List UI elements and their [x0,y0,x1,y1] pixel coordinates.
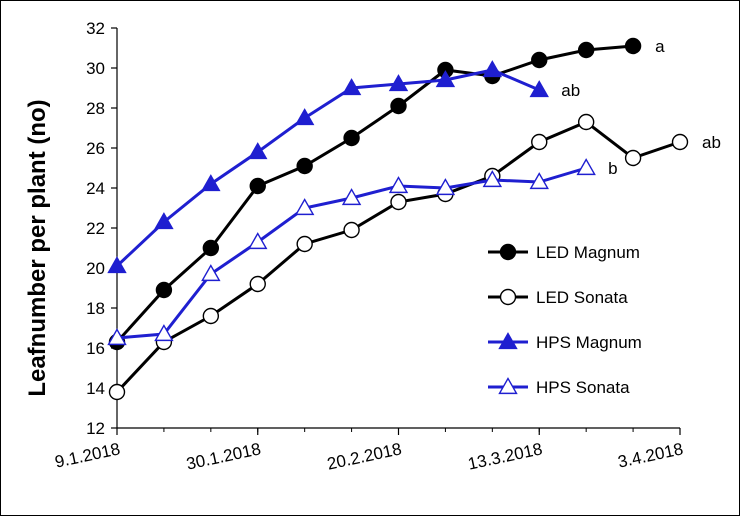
data-point [154,324,174,342]
data-point [435,70,456,88]
x-tick-label: 20.2.2018 [325,439,403,473]
series-layer [107,37,689,401]
data-point [531,51,548,69]
data-point [482,60,503,78]
data-point [294,108,315,126]
legend-entry: LED Sonata [488,288,628,307]
data-point [341,188,362,206]
data-point [388,176,409,194]
data-point [294,198,315,216]
legend-marker [498,332,518,350]
data-point [341,78,362,96]
legend-entry: HPS Magnum [488,332,642,352]
data-point [531,133,548,151]
legend-entry: LED Magnum [488,243,640,262]
data-point [154,212,174,230]
legend-marker [499,288,517,306]
series-led-sonata [108,113,689,401]
data-point [343,221,360,239]
y-axis-label: Leafnumber per plant (no) [24,99,51,396]
y-tick-label: 28 [86,99,105,118]
legend: LED Magnum LED Sonata HPS Magnum HPS Sonata [488,243,642,397]
x-tick-label: 30.1.2018 [185,439,263,473]
data-point [390,193,407,211]
data-point [249,177,266,195]
y-tick-label: 14 [86,379,105,398]
y-tick-label: 20 [86,259,105,278]
series-hps-sonata [107,158,596,346]
data-point [201,264,221,282]
data-point [155,281,173,299]
legend-marker [498,377,518,395]
data-point [202,239,220,257]
data-point [108,383,126,401]
y-tick-label: 18 [86,299,105,318]
y-tick-label: 16 [86,339,105,358]
data-point [343,129,360,147]
data-point [624,37,642,55]
data-point [107,256,127,274]
data-point [576,158,596,176]
data-point [202,307,220,325]
series-hps-magnum [107,60,549,274]
legend-marker [499,243,517,261]
y-tick-label: 22 [86,219,105,238]
legend-label: LED Sonata [536,288,628,307]
data-point [624,149,642,167]
data-point [296,157,313,175]
legend-label: HPS Sonata [536,378,630,397]
data-point [107,328,127,346]
data-point [249,275,266,293]
legend-label: HPS Magnum [536,333,642,352]
data-point [577,113,595,131]
legend-label: LED Magnum [536,243,640,262]
data-point [390,97,407,115]
data-point [671,133,689,151]
data-point [435,178,456,196]
data-point [577,41,595,59]
data-point [388,74,409,92]
data-point [529,80,549,98]
y-tick-label: 32 [86,19,105,38]
x-tick-label: 3.4.2018 [616,439,685,471]
axes: 12 14 16 18 20 22 24 26 28 30 32 9.1.2018 30.1.2018 2… [53,19,685,474]
series-annotation: b [608,159,617,178]
legend-entry: HPS Sonata [488,377,630,397]
y-tick-label: 30 [86,59,105,78]
y-tick-label: 12 [86,419,105,438]
x-tick-label: 9.1.2018 [53,439,122,471]
annotation-layer: a ab ab b [561,37,721,178]
data-point [529,172,549,190]
data-point [248,142,268,160]
data-point [296,235,313,253]
data-point [201,174,221,192]
data-point [482,170,503,188]
series-annotation: ab [561,81,580,100]
data-point [248,232,268,250]
series-annotation: a [655,37,665,56]
series-line [115,68,540,268]
y-tick-label: 24 [86,179,105,198]
y-tick-label: 26 [86,139,105,158]
x-tick-label: 13.3.2018 [466,439,544,473]
series-annotation: ab [702,133,721,152]
